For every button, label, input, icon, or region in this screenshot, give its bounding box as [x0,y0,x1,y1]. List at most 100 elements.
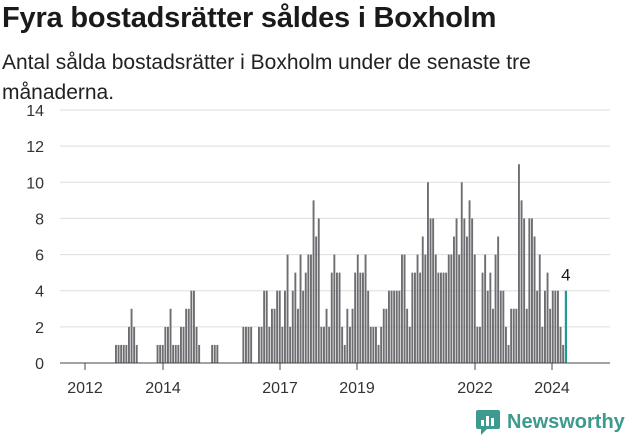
bar [471,218,474,363]
y-tick-label: 14 [26,103,44,120]
y-tick-label: 8 [35,211,44,228]
bar [523,218,526,363]
bar [172,344,175,363]
y-tick-label: 2 [35,320,44,337]
bar [333,254,336,363]
bar [304,272,307,363]
bar [330,272,333,363]
bar [299,254,302,363]
bar [390,290,393,363]
bar [502,290,505,363]
bar [130,308,133,363]
bar [294,272,297,363]
bar [341,326,344,363]
bar [169,308,172,363]
bar [489,272,492,363]
bar [195,326,198,363]
bar [364,254,367,363]
bar [356,254,359,363]
bar [258,326,260,363]
bar [551,290,554,363]
bar [180,326,182,363]
last-value-annotation: 4 [561,266,570,285]
bar [122,344,125,363]
bar [484,254,487,363]
bar [156,344,159,363]
bar [554,290,557,363]
bar [507,344,510,363]
bar [536,290,539,363]
y-tick-label: 4 [35,284,44,301]
bar [242,326,245,363]
bar [211,344,214,363]
chart-subtitle: Antal sålda bostadsrätter i Boxholm unde… [2,51,531,104]
bar [216,344,219,363]
bar [351,308,354,363]
bar [250,326,253,363]
bar [541,326,544,363]
bar [468,200,471,363]
bar [388,290,390,363]
x-tick-label: 2019 [339,380,375,397]
bar-chart: 0 2 4 6 8 10 12 14 2012 2014 2017 2019 2022 2024 4 [26,103,610,397]
bar-highlight [564,290,567,363]
bar [120,344,123,363]
bar [310,254,312,363]
x-tick-label: 2022 [457,380,493,397]
bar [466,236,468,363]
bar [325,308,328,363]
bar [315,236,318,363]
bar [432,218,435,363]
bar [510,308,513,363]
bar [450,254,453,363]
bar [377,344,380,363]
bar [479,326,481,363]
bar [385,308,388,363]
bar [455,218,458,363]
bar [284,290,286,363]
bar [247,326,250,363]
bar [544,290,546,363]
bar [125,344,128,363]
bar [453,236,455,363]
bar [117,344,120,363]
bar [260,326,263,363]
bar [546,272,549,363]
bar [213,344,216,363]
bar [505,326,507,363]
bar [414,272,416,363]
bar [369,326,372,363]
bar [263,290,266,363]
bar [198,344,201,363]
newsworthy-icon [476,410,500,435]
bar [291,290,294,363]
bar [382,308,385,363]
bar [302,290,305,363]
bar [520,200,523,363]
bar [320,326,323,363]
bar [533,236,536,363]
bar [115,344,117,363]
y-tick-label: 0 [35,356,44,373]
x-tick-label: 2024 [534,380,570,397]
bar [499,290,502,363]
bar [434,254,437,363]
x-tick-label: 2017 [262,380,298,397]
bar [442,272,445,363]
bar [297,308,299,363]
newsworthy-logo: Newsworthy [475,407,625,437]
bar [497,236,500,363]
bar [398,290,401,363]
bar [473,254,476,363]
bar [289,326,292,363]
bar [458,254,461,363]
bar [419,272,422,363]
bar [336,272,338,363]
bar [401,254,403,363]
bar [440,272,442,363]
y-tick-label: 10 [26,175,44,192]
bar [528,218,531,363]
bar [518,164,520,363]
bar [135,344,138,363]
bar [278,290,281,363]
